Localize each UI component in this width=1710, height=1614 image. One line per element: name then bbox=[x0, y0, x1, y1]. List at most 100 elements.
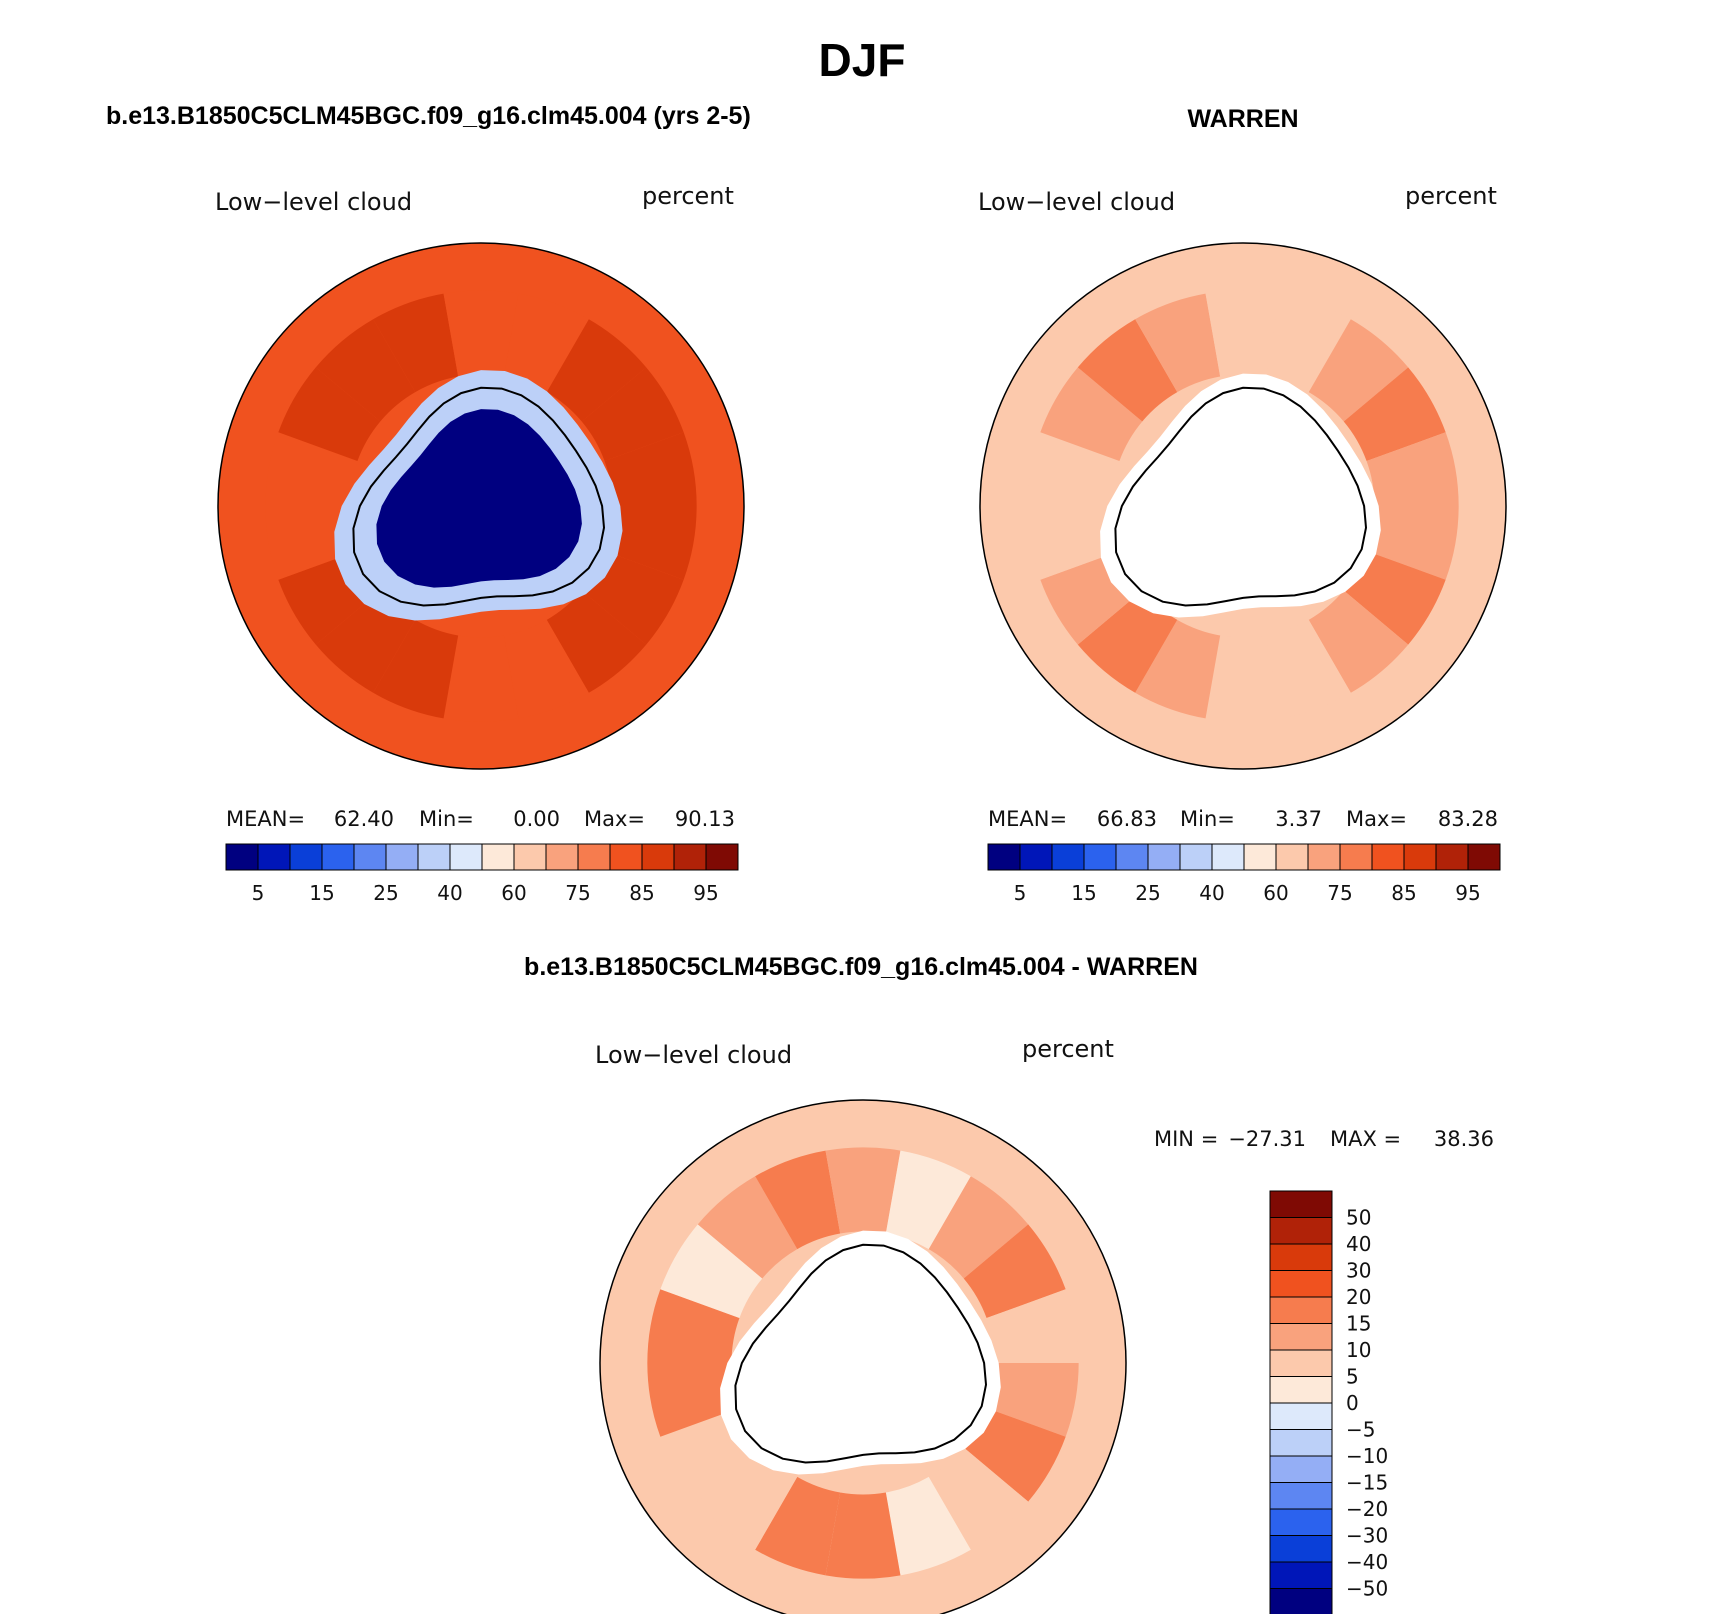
colorbar-swatch bbox=[545, 843, 579, 871]
field-ocean-cell bbox=[1077, 590, 1178, 693]
antarctica-coastline bbox=[734, 1243, 988, 1464]
antarctica-coastline bbox=[1114, 386, 1368, 607]
colorbar-swatch bbox=[1269, 1429, 1333, 1457]
panel-diff-stats: MIN = −27.31 MAX = 38.36 bbox=[1154, 1127, 1494, 1151]
colorbar-swatch bbox=[1269, 1349, 1333, 1377]
colorbar-swatch bbox=[257, 843, 291, 871]
field-ocean-cell bbox=[963, 1224, 1066, 1319]
field-ocean-cell bbox=[1135, 619, 1221, 719]
panel-obs-map bbox=[979, 242, 1507, 770]
panel-obs-mean-value: 66.83 bbox=[1097, 807, 1157, 831]
colorbar-swatch bbox=[289, 843, 323, 871]
field-ocean-cell bbox=[373, 293, 459, 393]
panel-diff-map bbox=[599, 1099, 1127, 1614]
panel-obs-min-value: 3.37 bbox=[1275, 807, 1322, 831]
panel-obs-max-label: Max= bbox=[1346, 807, 1407, 831]
colorbar-swatch bbox=[987, 843, 1021, 871]
panel-obs-max-value: 83.28 bbox=[1438, 807, 1498, 831]
panel-diff-min-value: −27.31 bbox=[1228, 1127, 1306, 1151]
field-ocean-cell bbox=[647, 1289, 740, 1363]
colorbar-swatch bbox=[417, 843, 451, 871]
field-ocean-cell bbox=[503, 619, 589, 719]
panel-model-units: percent bbox=[642, 182, 734, 210]
colorbar-tick-label: −15 bbox=[1346, 1471, 1388, 1495]
colorbar-swatch bbox=[641, 843, 675, 871]
field-ocean-cell bbox=[1366, 432, 1459, 506]
field-ocean-cell bbox=[755, 1476, 841, 1576]
field-ocean-cell bbox=[1308, 319, 1409, 422]
colorbar-tick-label: 40 bbox=[437, 881, 462, 905]
colorbar-swatch bbox=[1269, 1243, 1333, 1271]
panel-obs-stats: MEAN= 66.83 Min= 3.37 Max= 83.28 bbox=[988, 807, 1498, 831]
panel-obs-colorbar: 5 15 25 40 60 75 85 95 bbox=[987, 843, 1501, 905]
field-ocean-cell bbox=[546, 590, 647, 693]
panel-model: b.e13.B1850C5CLM45BGC.f09_g16.clm45.004 … bbox=[106, 102, 751, 905]
panel-model-min-label: Min= bbox=[419, 807, 474, 831]
antarctica-coastline bbox=[352, 386, 606, 607]
field-ocean-cell bbox=[373, 619, 459, 719]
panel-obs-title: WARREN bbox=[1187, 105, 1298, 133]
colorbar-swatch bbox=[1269, 1508, 1333, 1536]
field-ocean-cell bbox=[265, 432, 358, 506]
field-ocean-cell bbox=[1366, 506, 1459, 580]
colorbar-tick-label: 15 bbox=[1346, 1312, 1371, 1336]
field-missing-region bbox=[720, 1230, 1001, 1475]
panel-obs-left-label: Low−level cloud bbox=[978, 188, 1175, 216]
colorbar-swatch bbox=[1269, 1561, 1333, 1589]
colorbar-tick-label: 25 bbox=[1135, 881, 1160, 905]
field-ocean-cell bbox=[1205, 290, 1281, 377]
colorbar-swatch bbox=[1275, 843, 1309, 871]
field-polar-cap bbox=[376, 409, 582, 588]
colorbar-tick-label: −50 bbox=[1346, 1577, 1388, 1601]
colorbar-tick-label: −5 bbox=[1346, 1418, 1375, 1442]
field-ocean-cell bbox=[1343, 550, 1446, 645]
colorbar-tick-label: 5 bbox=[1346, 1365, 1359, 1389]
field-ocean-cell bbox=[697, 1447, 798, 1550]
colorbar-tick-label: 30 bbox=[1346, 1259, 1371, 1283]
colorbar-tick-label: 40 bbox=[1346, 1232, 1371, 1256]
field-ocean-cell bbox=[443, 635, 519, 722]
colorbar-swatch bbox=[1051, 843, 1085, 871]
colorbar-swatch bbox=[1269, 1376, 1333, 1404]
field-ocean-cell bbox=[278, 367, 381, 462]
field-ocean-cell bbox=[697, 1176, 798, 1279]
colorbar-swatch bbox=[1019, 843, 1053, 871]
colorbar-swatch bbox=[1179, 843, 1213, 871]
panel-model-mean-label: MEAN= bbox=[226, 807, 305, 831]
panel-model-left-label: Low−level cloud bbox=[215, 188, 412, 216]
colorbar-tick-label: 95 bbox=[1455, 881, 1480, 905]
colorbar-tick-label: 75 bbox=[1327, 881, 1352, 905]
field-ocean-cell bbox=[1040, 367, 1143, 462]
field-ocean-cell bbox=[885, 1476, 971, 1576]
colorbar-tick-label: 40 bbox=[1199, 881, 1224, 905]
colorbar-swatch bbox=[1403, 843, 1437, 871]
colorbar-tick-label: 5 bbox=[252, 881, 265, 905]
colorbar-swatch bbox=[1467, 843, 1501, 871]
panel-obs: WARREN Low−level cloud percent MEAN= 66.… bbox=[978, 105, 1507, 905]
colorbar-swatch bbox=[1269, 1482, 1333, 1510]
map-boundary bbox=[979, 242, 1507, 770]
colorbar-tick-label: −10 bbox=[1346, 1444, 1388, 1468]
field-ocean-cell bbox=[1205, 635, 1281, 722]
colorbar-swatch bbox=[321, 843, 355, 871]
colorbar-tick-label: 60 bbox=[501, 881, 526, 905]
colorbar-swatch bbox=[1269, 1588, 1333, 1614]
colorbar-swatch bbox=[225, 843, 259, 871]
colorbar-swatch bbox=[1269, 1323, 1333, 1351]
colorbar-tick-label: 85 bbox=[629, 881, 654, 905]
field-ocean-cell bbox=[1265, 619, 1351, 719]
field-ocean-cell bbox=[265, 506, 358, 580]
colorbar-tick-label: 25 bbox=[373, 881, 398, 905]
field-ocean-cell bbox=[604, 506, 697, 580]
field-ocean-cell bbox=[660, 1224, 763, 1319]
field-ocean-cell bbox=[581, 367, 684, 462]
panel-model-map bbox=[217, 242, 745, 770]
field-ocean-cell bbox=[1343, 367, 1446, 462]
field-ocean-cell bbox=[1027, 506, 1120, 580]
colorbar-swatch bbox=[385, 843, 419, 871]
colorbar-swatch bbox=[513, 843, 547, 871]
colorbar-swatch bbox=[1307, 843, 1341, 871]
colorbar-tick-label: −20 bbox=[1346, 1497, 1388, 1521]
colorbar-swatch bbox=[1147, 843, 1181, 871]
panel-model-title: b.e13.B1850C5CLM45BGC.f09_g16.clm45.004 … bbox=[106, 102, 751, 130]
